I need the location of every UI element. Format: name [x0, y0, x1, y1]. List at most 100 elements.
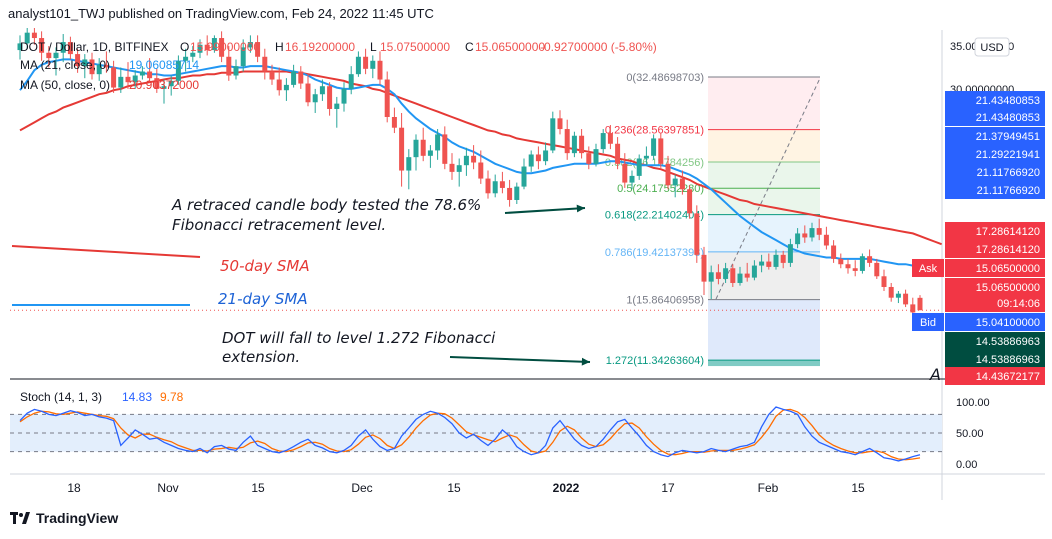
price-label-box	[945, 294, 1045, 312]
stoch-k-line	[19, 406, 921, 462]
ohlc-value: 16.19200000	[285, 40, 355, 54]
retrace-arrow-head	[576, 204, 585, 213]
fib-zone	[708, 299, 820, 361]
candle-body	[240, 47, 246, 67]
time-axis-tick: 18	[67, 481, 81, 495]
candle-body	[507, 187, 513, 200]
candle-body	[816, 228, 822, 235]
candle-body	[895, 293, 901, 298]
candle-body	[118, 76, 124, 88]
price-label-box	[945, 108, 1045, 126]
candle-body	[874, 262, 880, 277]
candle-body	[46, 52, 52, 59]
candle-body	[643, 155, 649, 159]
candle-body	[435, 134, 441, 151]
candle-body	[190, 52, 196, 57]
price-label: 14.53886963	[976, 336, 1040, 348]
time-axis-tick: Nov	[157, 481, 178, 495]
ma50-legend-value: 20.90372000	[129, 78, 199, 92]
ohlc-label: C	[465, 40, 474, 54]
price-label: 15.06500000	[976, 263, 1040, 275]
candle-body	[384, 79, 390, 117]
candle-body	[859, 256, 865, 271]
candle-body	[881, 276, 887, 287]
price-label-box	[945, 145, 1045, 163]
candle-body	[276, 79, 282, 91]
stoch-legend-label: Stoch (14, 1, 3)	[20, 390, 102, 404]
candle-body	[672, 178, 678, 186]
time-axis-tick: 15	[251, 481, 265, 495]
price-label: 21.37949451	[976, 131, 1040, 143]
ohlc-value: 15.07500000	[380, 40, 450, 54]
retrace-arrow	[504, 207, 586, 214]
time-axis-tick: 2022	[553, 481, 580, 495]
tradingview-footer[interactable]: TradingView	[10, 510, 118, 526]
price-label: 17.28614120	[976, 244, 1040, 256]
price-label: 15.04100000	[976, 317, 1040, 329]
sma50-sample-line	[11, 245, 201, 258]
extension-note-line2: extension.	[222, 348, 300, 366]
candle-body	[262, 56, 268, 72]
candle-body	[838, 258, 844, 265]
fib-level-label: 0.786(19.42137398)	[605, 247, 704, 259]
candle-body	[39, 38, 45, 53]
candle-body	[557, 118, 563, 130]
candle-body	[406, 157, 412, 171]
candle-body	[550, 118, 556, 151]
candle-body	[593, 149, 599, 164]
candle-body	[528, 154, 534, 167]
candle-body	[111, 67, 117, 88]
candle-body	[456, 165, 462, 172]
ohlc-label: O	[180, 40, 189, 54]
ma21-legend-label: MA (21, close, 0)	[20, 58, 110, 72]
fib-zone	[708, 188, 820, 215]
candle-body	[751, 265, 757, 278]
candle-body	[665, 163, 671, 186]
candle-body	[723, 268, 729, 279]
fib-zone	[708, 360, 820, 367]
price-label-box	[945, 91, 1045, 109]
candle-body	[420, 139, 426, 156]
candle-body	[831, 245, 837, 259]
publish-header: analyst101_TWJ published on TradingView.…	[8, 6, 434, 21]
ma50-legend-label: MA (50, close, 0)	[20, 78, 110, 92]
stoch-axis-tick: 50.00	[956, 428, 984, 440]
price-label-box	[945, 163, 1045, 181]
symbol-title: DOT / Dollar, 1D, BITFINEX	[20, 40, 168, 54]
candle-body	[622, 163, 628, 183]
candle-body	[269, 71, 275, 80]
candle-body	[903, 293, 909, 305]
candle-body	[334, 103, 340, 109]
candle-body	[888, 286, 894, 298]
candle-body	[283, 84, 289, 91]
candle-body	[175, 60, 181, 81]
price-chart[interactable]: 0(32.48698703)0.236(28.56397851)0.382(26…	[0, 28, 1052, 500]
candle-body	[233, 66, 239, 76]
currency-label: USD	[980, 42, 1003, 54]
candle-body	[75, 54, 81, 67]
candle-body	[744, 273, 750, 278]
fib-level-label: 0(32.48698703)	[626, 72, 704, 84]
price-label: 15.06500000	[976, 282, 1040, 294]
candle-body	[255, 42, 261, 57]
price-label-box	[945, 222, 1045, 240]
extension-arrow-head	[581, 357, 590, 366]
candle-body	[787, 244, 793, 263]
price-label-box	[945, 367, 1045, 385]
candle-body	[298, 71, 304, 84]
tradingview-logo-icon	[10, 512, 30, 524]
ohlc-value: 15.99000000	[190, 40, 260, 54]
candle-body	[586, 153, 592, 164]
price-label-box	[945, 350, 1045, 368]
candle-body	[679, 178, 685, 190]
ma50-line	[19, 70, 942, 246]
ohlc-label: H	[275, 40, 284, 54]
candle-body	[17, 43, 23, 51]
candle-body	[399, 127, 405, 171]
stoch-d-value: 9.78	[160, 390, 184, 404]
ohlc-value: 15.06500000	[475, 40, 545, 54]
candle-body	[211, 38, 217, 51]
price-label: 21.11766920	[977, 185, 1040, 197]
price-label: 21.11766920	[977, 167, 1040, 179]
candle-body	[226, 56, 232, 76]
